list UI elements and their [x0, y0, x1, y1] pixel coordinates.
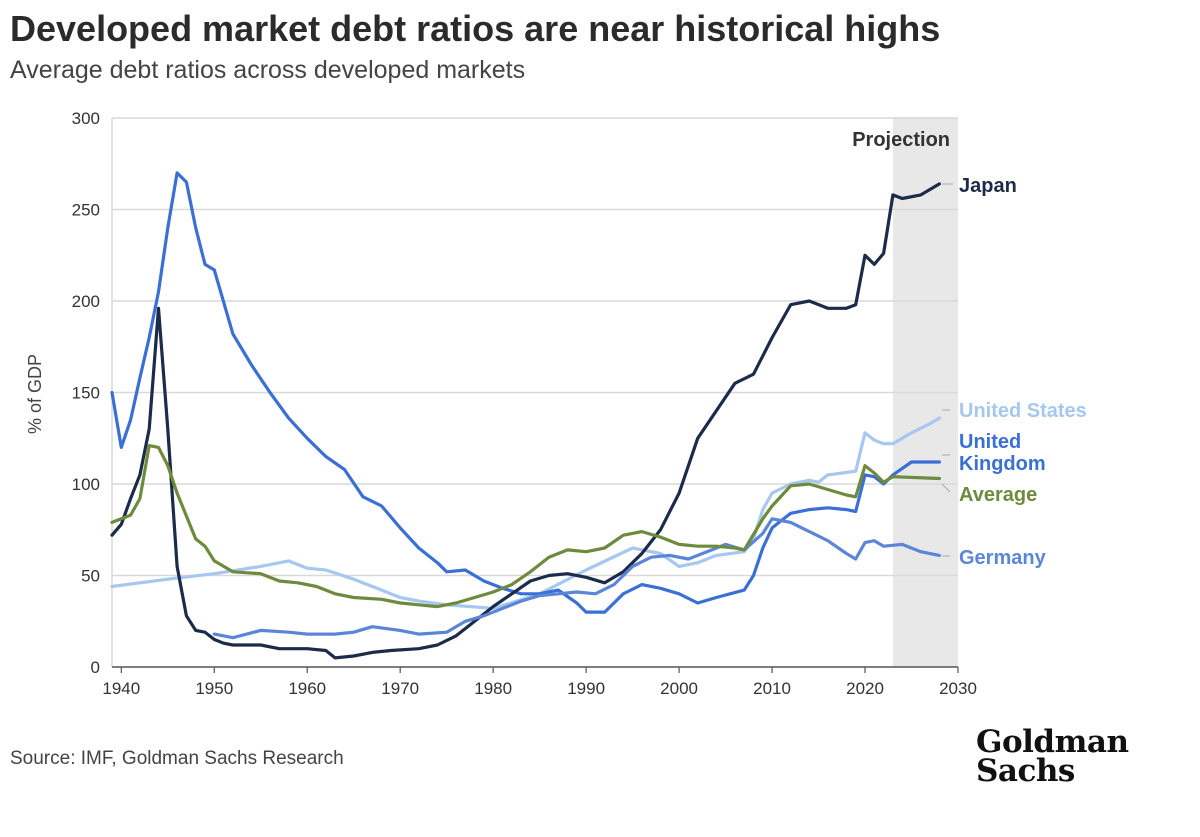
series-line-united-states [110, 416, 941, 610]
series-label-line: Japan [959, 175, 1017, 197]
y-tick-label: 100 [72, 475, 100, 494]
x-tick-label: 2000 [660, 679, 698, 698]
x-tick-label: 2030 [939, 679, 977, 698]
series-label-line: Average [959, 484, 1037, 506]
x-tick-label: 1960 [288, 679, 326, 698]
logo-line-1: Goldman [976, 724, 1129, 760]
x-tick-label: 1980 [474, 679, 512, 698]
y-tick-label: 0 [91, 658, 100, 677]
goldman-sachs-logo: Goldman Sachs [976, 724, 1129, 789]
chart-title: Developed market debt ratios are near hi… [10, 8, 941, 49]
x-tick-label: 1950 [195, 679, 233, 698]
series-line-japan [110, 182, 941, 660]
x-tick-label: 1940 [102, 679, 140, 698]
series-line-average [110, 444, 941, 609]
gridlines [111, 117, 958, 667]
chart-subtitle: Average debt ratios across developed mar… [10, 56, 526, 84]
y-tick-label: 50 [81, 567, 100, 586]
y-tick-label: 300 [72, 109, 100, 128]
x-tick-label: 1970 [381, 679, 419, 698]
x-tick-label: 1990 [567, 679, 605, 698]
label-connector [941, 483, 951, 493]
series-labels: United States United Kingdom Japan Germany Av… [941, 175, 1087, 569]
y-tick-label: 150 [72, 384, 100, 403]
y-tick-label: 250 [72, 201, 100, 220]
axes: 0 50 100 150 200 250 300 1940 1950 1960 1970 1980 19… [72, 109, 977, 698]
series-line-germany [212, 517, 941, 640]
series-label-united-states: United States [959, 400, 1087, 422]
series-label-line: United [959, 431, 1021, 453]
series-label-japan: Japan [959, 175, 1017, 197]
series-label-line: Kingdom [959, 453, 1046, 475]
y-tick-label: 200 [72, 292, 100, 311]
y-axis-label: % of GDP [25, 354, 45, 434]
projection-label: Projection [852, 129, 950, 151]
x-tick-label: 2020 [846, 679, 884, 698]
series-label-united-kingdom: United Kingdom [959, 431, 1046, 475]
series-lines [110, 171, 941, 660]
x-tick-label: 2010 [753, 679, 791, 698]
series-label-germany: Germany [959, 547, 1047, 569]
series-label-average: Average [959, 484, 1037, 506]
source-note: Source: IMF, Goldman Sachs Research [10, 748, 344, 769]
series-label-line: Germany [959, 547, 1047, 569]
series-label-line: United States [959, 400, 1087, 422]
logo-line-2: Sachs [976, 753, 1075, 789]
